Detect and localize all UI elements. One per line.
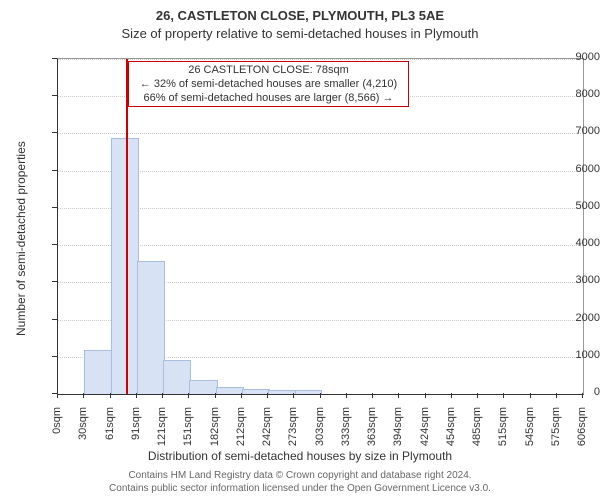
y-tick-label: 5000 [551,200,600,212]
x-tick-mark [582,393,583,398]
y-tick-label: 0 [551,386,600,398]
x-tick-label: 121sqm [156,407,168,457]
gridline [58,133,583,134]
footer-line2: Contains public sector information licen… [0,483,600,494]
histogram-bar [189,380,218,394]
x-tick-label: 273sqm [287,407,299,457]
y-axis-label: Number of semi-detached properties [14,141,28,336]
x-tick-label: 424sqm [419,407,431,457]
x-tick-mark [267,393,268,398]
annotation-line: 66% of semi-detached houses are larger (… [133,92,404,106]
x-tick-label: 454sqm [445,407,457,457]
histogram-bar [242,389,270,394]
y-tick-mark [52,58,57,59]
annotation-box: 26 CASTLETON CLOSE: 78sqm ← 32% of semi-… [128,61,409,107]
x-tick-mark [215,393,216,398]
histogram-bar [163,360,191,395]
x-tick-mark [530,393,531,398]
y-tick-mark [52,132,57,133]
x-tick-mark [451,393,452,398]
y-tick-label: 4000 [551,237,600,249]
x-tick-label: 333sqm [340,407,352,457]
x-tick-label: 394sqm [392,407,404,457]
annotation-line: ← 32% of semi-detached houses are smalle… [133,78,404,92]
histogram-bar [84,350,113,394]
y-tick-label: 2000 [551,312,600,324]
x-tick-label: 606sqm [576,407,588,457]
x-tick-label: 303sqm [314,407,326,457]
y-tick-label: 8000 [551,88,600,100]
y-tick-mark [52,281,57,282]
gridline [58,59,583,60]
x-axis-label: Distribution of semi-detached houses by … [0,449,600,463]
y-tick-label: 9000 [551,51,600,63]
y-tick-mark [52,356,57,357]
y-tick-label: 7000 [551,125,600,137]
y-tick-mark [52,244,57,245]
x-tick-label: 151sqm [182,407,194,457]
x-tick-label: 515sqm [497,407,509,457]
x-tick-mark [477,393,478,398]
x-tick-label: 485sqm [471,407,483,457]
x-tick-mark [372,393,373,398]
y-tick-mark [52,170,57,171]
x-tick-label: 363sqm [366,407,378,457]
x-tick-mark [162,393,163,398]
x-tick-label: 212sqm [235,407,247,457]
chart-container: { "title_line1": "26, CASTLETON CLOSE, P… [0,0,600,500]
x-tick-mark [556,393,557,398]
x-tick-mark [425,393,426,398]
reference-line [126,59,128,394]
y-tick-label: 6000 [551,163,600,175]
x-tick-label: 0sqm [51,407,63,457]
x-tick-label: 242sqm [261,407,273,457]
x-tick-label: 575sqm [550,407,562,457]
chart-title-line1: 26, CASTLETON CLOSE, PLYMOUTH, PL3 5AE [0,8,600,23]
histogram-bar [295,390,323,394]
x-tick-mark [346,393,347,398]
x-tick-label: 91sqm [130,407,142,457]
x-tick-mark [110,393,111,398]
x-tick-mark [57,393,58,398]
plot-area [57,58,584,395]
y-tick-label: 3000 [551,274,600,286]
footer-line1: Contains HM Land Registry data © Crown c… [0,470,600,481]
x-tick-mark [83,393,84,398]
x-tick-label: 30sqm [77,407,89,457]
histogram-bar [137,261,165,394]
annotation-line: 26 CASTLETON CLOSE: 78sqm [133,64,404,78]
x-tick-mark [398,393,399,398]
y-tick-mark [52,319,57,320]
x-tick-mark [320,393,321,398]
y-tick-mark [52,95,57,96]
chart-title-line2: Size of property relative to semi-detach… [0,26,600,41]
x-tick-mark [188,393,189,398]
x-tick-label: 182sqm [209,407,221,457]
y-tick-mark [52,207,57,208]
x-tick-mark [136,393,137,398]
histogram-bar [216,387,244,394]
x-tick-mark [503,393,504,398]
x-tick-label: 61sqm [104,407,116,457]
x-tick-mark [293,393,294,398]
histogram-bar [268,390,297,394]
x-tick-label: 545sqm [524,407,536,457]
x-tick-mark [241,393,242,398]
y-tick-label: 1000 [551,349,600,361]
